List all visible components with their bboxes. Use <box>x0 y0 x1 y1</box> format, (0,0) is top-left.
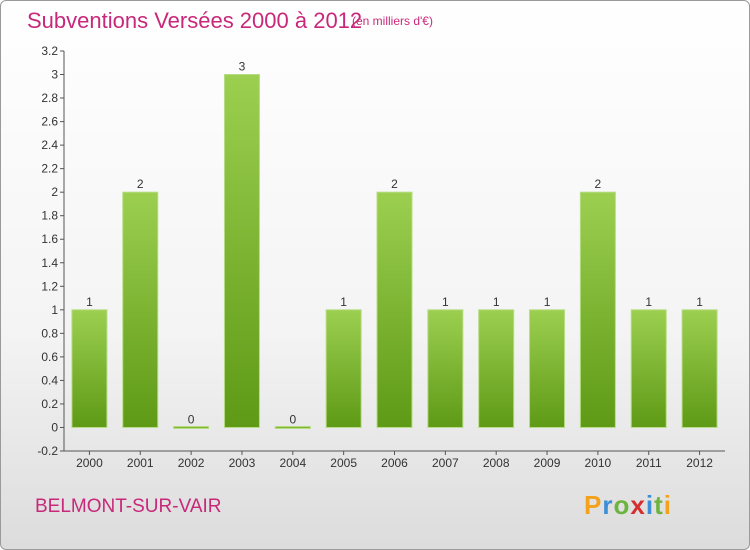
data-label: 1 <box>493 295 500 309</box>
logo-letter: x <box>630 490 646 520</box>
y-tick-label: 0.8 <box>41 326 58 340</box>
bar <box>71 309 108 428</box>
y-tick-label: 0 <box>51 420 58 434</box>
logo-letter: i <box>663 490 672 520</box>
y-tick-label: 0.2 <box>41 397 58 411</box>
data-label: 1 <box>544 295 551 309</box>
y-tick-label: 2.4 <box>41 138 58 152</box>
x-tick-label: 2012 <box>686 456 713 470</box>
bar <box>529 309 566 428</box>
y-tick-label: 1.8 <box>41 209 58 223</box>
chart-title: Subventions Versées 2000 à 2012 <box>27 8 363 33</box>
y-tick-label: 1.2 <box>41 279 58 293</box>
bar <box>681 309 718 428</box>
y-tick-label: 1.4 <box>41 256 58 270</box>
data-label: 1 <box>442 295 449 309</box>
proxiti-logo[interactable]: Proxiti <box>584 490 672 521</box>
data-label: 2 <box>595 177 602 191</box>
x-tick-label: 2007 <box>432 456 459 470</box>
logo-letter: r <box>602 490 614 520</box>
x-tick-label: 2010 <box>585 456 612 470</box>
x-tick-label: 2011 <box>636 456 662 470</box>
logo-letter: o <box>613 490 631 520</box>
data-label: 1 <box>86 295 93 309</box>
bar <box>478 309 515 428</box>
data-label: 1 <box>645 295 652 309</box>
bar <box>630 309 667 428</box>
y-tick-label: 3.2 <box>41 44 58 58</box>
x-tick-label: 2000 <box>76 456 103 470</box>
bar <box>223 74 260 428</box>
y-tick-label: 0.6 <box>41 350 58 364</box>
y-tick-label: 2 <box>51 185 58 199</box>
data-label: 1 <box>340 295 347 309</box>
x-tick-label: 2001 <box>127 456 154 470</box>
commune-name: BELMONT-SUR-VAIR <box>35 496 222 517</box>
logo-letter: t <box>654 490 664 520</box>
x-tick-label: 2009 <box>534 456 561 470</box>
x-tick-label: 2003 <box>229 456 256 470</box>
y-tick-label: 1 <box>51 303 58 317</box>
x-tick-label: 2002 <box>178 456 205 470</box>
data-label: 0 <box>289 412 296 426</box>
data-label: 3 <box>239 60 246 74</box>
bar <box>173 425 210 429</box>
y-tick-label: 0.4 <box>41 373 58 387</box>
x-tick-label: 2005 <box>330 456 357 470</box>
y-tick-label: 2.6 <box>41 115 58 129</box>
logo-letter: P <box>584 490 603 520</box>
data-label: 2 <box>137 177 144 191</box>
x-tick-label: 2008 <box>483 456 510 470</box>
y-tick-label: 2.2 <box>41 162 58 176</box>
bar <box>122 191 159 428</box>
bar <box>274 425 311 429</box>
x-tick-label: 2006 <box>381 456 408 470</box>
y-tick-label: 2.8 <box>41 91 58 105</box>
x-tick-label: 2004 <box>279 456 306 470</box>
y-tick-label: 1.6 <box>41 232 58 246</box>
y-tick-label: -0.2 <box>37 444 58 458</box>
bar <box>325 309 362 428</box>
bar <box>579 191 616 428</box>
y-tick-label: 3 <box>51 68 58 82</box>
data-label: 0 <box>188 412 195 426</box>
bar <box>376 191 413 428</box>
data-label: 2 <box>391 177 398 191</box>
chart-subtitle: (en milliers d'€) <box>352 14 433 28</box>
logo-letter: i <box>645 490 655 520</box>
data-label: 1 <box>696 295 703 309</box>
bar <box>427 309 464 428</box>
